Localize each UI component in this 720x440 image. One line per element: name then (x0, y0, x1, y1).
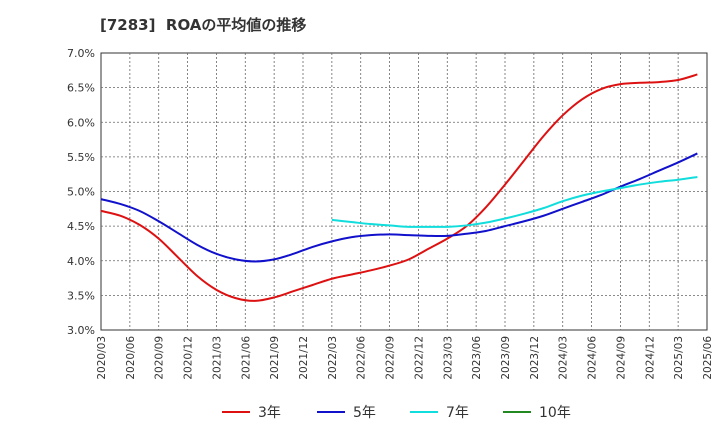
legend-swatch (222, 411, 250, 413)
x-tick-label: 2022/03 (327, 336, 339, 380)
x-tick-label: 2022/12 (413, 336, 425, 380)
legend-label: 7年 (446, 405, 469, 421)
x-tick-label: 2020/12 (183, 336, 195, 380)
x-tick-label: 2024/09 (615, 336, 627, 380)
chart-title: [7283] ROAの平均値の推移 (100, 16, 307, 34)
x-tick-label: 2023/06 (471, 336, 483, 380)
x-tick-label: 2021/09 (269, 336, 281, 380)
x-tick-label: 2021/12 (298, 336, 310, 380)
legend: 3年 5年 7年 10年 (0, 402, 720, 428)
y-tick-label: 5.5% (67, 151, 95, 164)
y-tick-label: 6.0% (67, 116, 95, 129)
y-tick-label: 3.0% (67, 324, 95, 337)
x-tick-label: 2020/09 (154, 336, 166, 380)
x-tick-label: 2024/03 (558, 336, 570, 380)
y-axis-tick-labels: 3.0% 3.5% 4.0% 4.5% 5.0% 5.5% 6.0% 6.5% 7.0% (67, 47, 95, 337)
x-tick-label: 2022/06 (356, 336, 368, 380)
series-line-3 (331, 175, 698, 228)
legend-item: 10年 (503, 402, 571, 422)
x-tick-label: 2022/09 (385, 336, 397, 380)
x-tick-label: 2025/06 (702, 336, 714, 380)
plot-area (100, 52, 708, 331)
legend-item: 7年 (410, 402, 469, 422)
series-lines (100, 73, 698, 302)
legend-label: 5年 (353, 405, 376, 421)
y-tick-label: 3.5% (67, 289, 95, 302)
series-line-2 (100, 152, 698, 263)
legend-swatch (503, 411, 531, 413)
legend-item: 5年 (317, 402, 376, 422)
x-axis-tick-labels: 2020/03 2020/06 2020/09 2020/12 2021/03 2021/… (96, 336, 714, 380)
x-tick-label: 2023/03 (442, 336, 454, 380)
y-tick-label: 4.5% (67, 220, 95, 233)
legend-swatch (317, 411, 345, 413)
y-tick-label: 5.0% (67, 186, 95, 199)
x-tick-label: 2024/06 (587, 336, 599, 380)
series-line-1 (100, 73, 698, 302)
x-tick-label: 2021/03 (211, 336, 223, 380)
x-tick-label: 2024/12 (644, 336, 656, 380)
x-tick-label: 2020/06 (125, 336, 137, 380)
x-tick-label: 2023/12 (529, 336, 541, 380)
legend-item: 3年 (222, 402, 281, 422)
legend-swatch (410, 411, 438, 413)
x-tick-label: 2023/09 (500, 336, 512, 380)
y-tick-label: 4.0% (67, 255, 95, 268)
x-tick-label: 2020/03 (96, 336, 108, 380)
legend-label: 3年 (258, 405, 281, 421)
roa-line-chart: 3.0% 3.5% 4.0% 4.5% 5.0% 5.5% 6.0% 6.5% 7.0% 202… (67, 47, 714, 380)
y-tick-label: 6.5% (67, 82, 95, 95)
x-tick-label: 2025/03 (673, 336, 685, 380)
y-tick-label: 7.0% (67, 47, 95, 60)
x-tick-label: 2021/06 (240, 336, 252, 380)
legend-label: 10年 (539, 405, 571, 421)
